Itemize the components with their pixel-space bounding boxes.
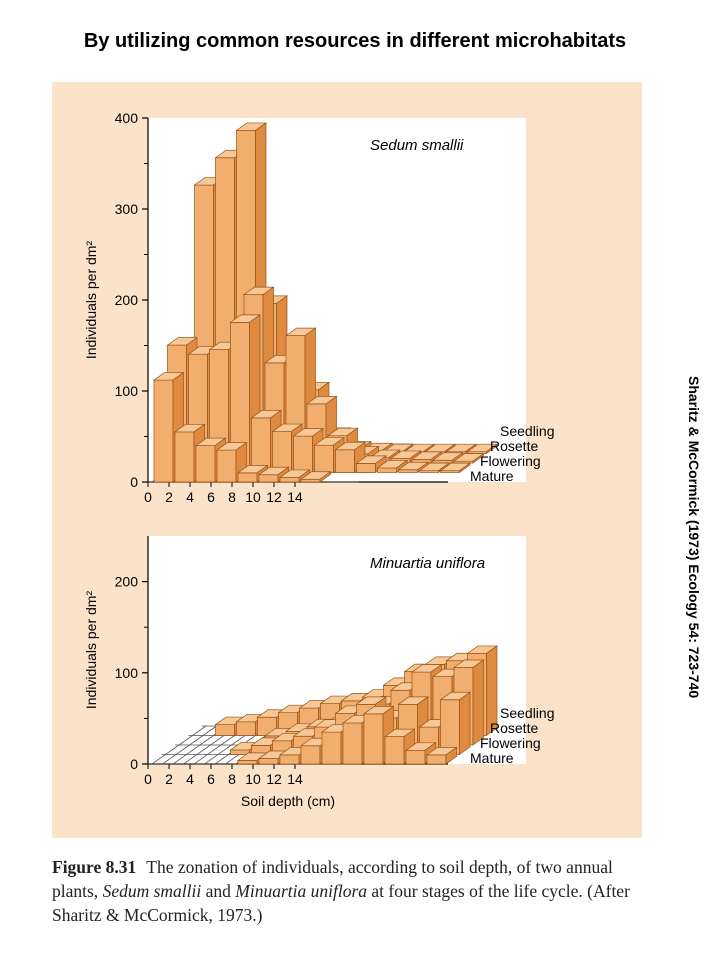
bar-mature xyxy=(237,760,258,765)
y-axis-label: Individuals per dm² xyxy=(83,591,99,710)
x-tick-label: 2 xyxy=(165,489,173,505)
caption-figure-label: Figure 8.31 xyxy=(52,857,137,877)
bar-mature xyxy=(300,478,321,483)
side-citation: Sharitz & McCormick (1973) Ecology 54: 7… xyxy=(686,376,702,699)
floor-grid-col xyxy=(162,725,217,765)
bar-mature xyxy=(195,445,216,483)
bar-mature xyxy=(279,754,300,765)
y-axis-label: Individuals per dm² xyxy=(83,241,99,360)
y-tick-label: 100 xyxy=(115,665,139,681)
caption-text-2: and xyxy=(201,881,236,901)
bar-mature xyxy=(237,472,258,483)
series-label-seedling: Seedling xyxy=(500,423,555,439)
x-tick-label: 6 xyxy=(207,489,215,505)
bar-mature xyxy=(426,754,447,765)
caption-species-2: Minuartia uniflora xyxy=(235,881,368,901)
bar-flowering xyxy=(314,444,334,473)
bar-flowering xyxy=(377,467,397,473)
y-tick-label: 300 xyxy=(115,201,139,217)
figure-caption: Figure 8.31 The zonation of individuals, … xyxy=(52,855,652,927)
x-tick-label: 14 xyxy=(287,771,303,787)
bar-mature xyxy=(321,731,342,765)
x-tick-label: 14 xyxy=(287,489,303,505)
bar-side-seedling xyxy=(486,443,498,455)
chart-title: Sedum smallii xyxy=(370,137,464,154)
bar-mature xyxy=(258,758,279,765)
slide-title: By utilizing common resources in differe… xyxy=(83,30,627,52)
bar-flowering xyxy=(356,463,376,473)
bar-mature xyxy=(174,431,195,483)
x-tick-label: 4 xyxy=(186,771,194,787)
x-tick-label: 0 xyxy=(144,489,152,505)
y-tick-label: 400 xyxy=(115,110,139,126)
x-tick-label: 4 xyxy=(186,489,194,505)
y-tick-label: 200 xyxy=(115,574,139,590)
x-tick-label: 10 xyxy=(245,771,261,787)
bar-side-rosette xyxy=(472,452,484,464)
x-tick-label: 12 xyxy=(266,489,282,505)
bar-mature xyxy=(216,449,237,483)
bar-side-flowering xyxy=(459,462,471,474)
chart-title: Minuartia uniflora xyxy=(370,555,485,572)
bar-seedling xyxy=(215,724,235,736)
bar-mature xyxy=(384,736,405,765)
figure-panel: 0 100 200 300 400 Individuals per dm² 0 2 4 6 8 10 1… xyxy=(52,82,642,838)
x-tick-label: 12 xyxy=(266,771,282,787)
bar-flowering xyxy=(272,431,292,473)
x-axis-label: Soil depth (cm) xyxy=(241,793,335,809)
x-tick-label: 8 xyxy=(228,771,236,787)
x-tick-label: 0 xyxy=(144,771,152,787)
bar-side-mature xyxy=(319,471,331,483)
bar-mature xyxy=(258,474,279,483)
x-tick-label: 10 xyxy=(245,489,261,505)
bar-side-seedling xyxy=(486,645,498,737)
y-tick-label: 0 xyxy=(130,756,138,772)
series-label-rosette: Rosette xyxy=(490,438,538,454)
bar-flowering xyxy=(335,449,355,473)
bar-mature xyxy=(279,477,300,483)
x-tick-label: 8 xyxy=(228,489,236,505)
caption-text-1: The zonation of individuals, according t… xyxy=(52,857,613,901)
bar-mature xyxy=(363,713,384,765)
series-label-rosette: Rosette xyxy=(490,720,538,736)
bar-side-rosette xyxy=(472,659,484,746)
caption-text-3: at four stages of the life cycle. (After… xyxy=(52,881,630,925)
series-label-flowering: Flowering xyxy=(480,453,541,469)
floor-grid-col xyxy=(151,725,207,765)
bar-side-mature xyxy=(445,746,457,765)
bar-flowering xyxy=(398,469,418,473)
bar-mature xyxy=(405,749,426,765)
series-label-mature: Mature xyxy=(470,750,514,766)
bar-rosette xyxy=(432,459,453,464)
x-tick-label: 6 xyxy=(207,771,215,787)
series-label-seedling: Seedling xyxy=(500,705,555,721)
caption-species-1: Sedum smallii xyxy=(102,881,202,901)
bar-flowering xyxy=(251,417,271,473)
bar-mature xyxy=(153,379,174,483)
bar-flowering xyxy=(440,699,460,755)
bar-side-flowering xyxy=(459,691,471,756)
y-tick-label: 200 xyxy=(115,292,139,308)
series-label-mature: Mature xyxy=(470,468,514,484)
bar-seedling xyxy=(236,721,256,736)
bar-mature xyxy=(300,745,321,765)
bar-mature xyxy=(342,722,363,765)
x-tick-label: 2 xyxy=(165,771,173,787)
y-tick-label: 0 xyxy=(130,474,138,490)
y-tick-label: 100 xyxy=(115,383,139,399)
bar-flowering xyxy=(293,435,313,473)
series-label-flowering: Flowering xyxy=(480,735,541,751)
